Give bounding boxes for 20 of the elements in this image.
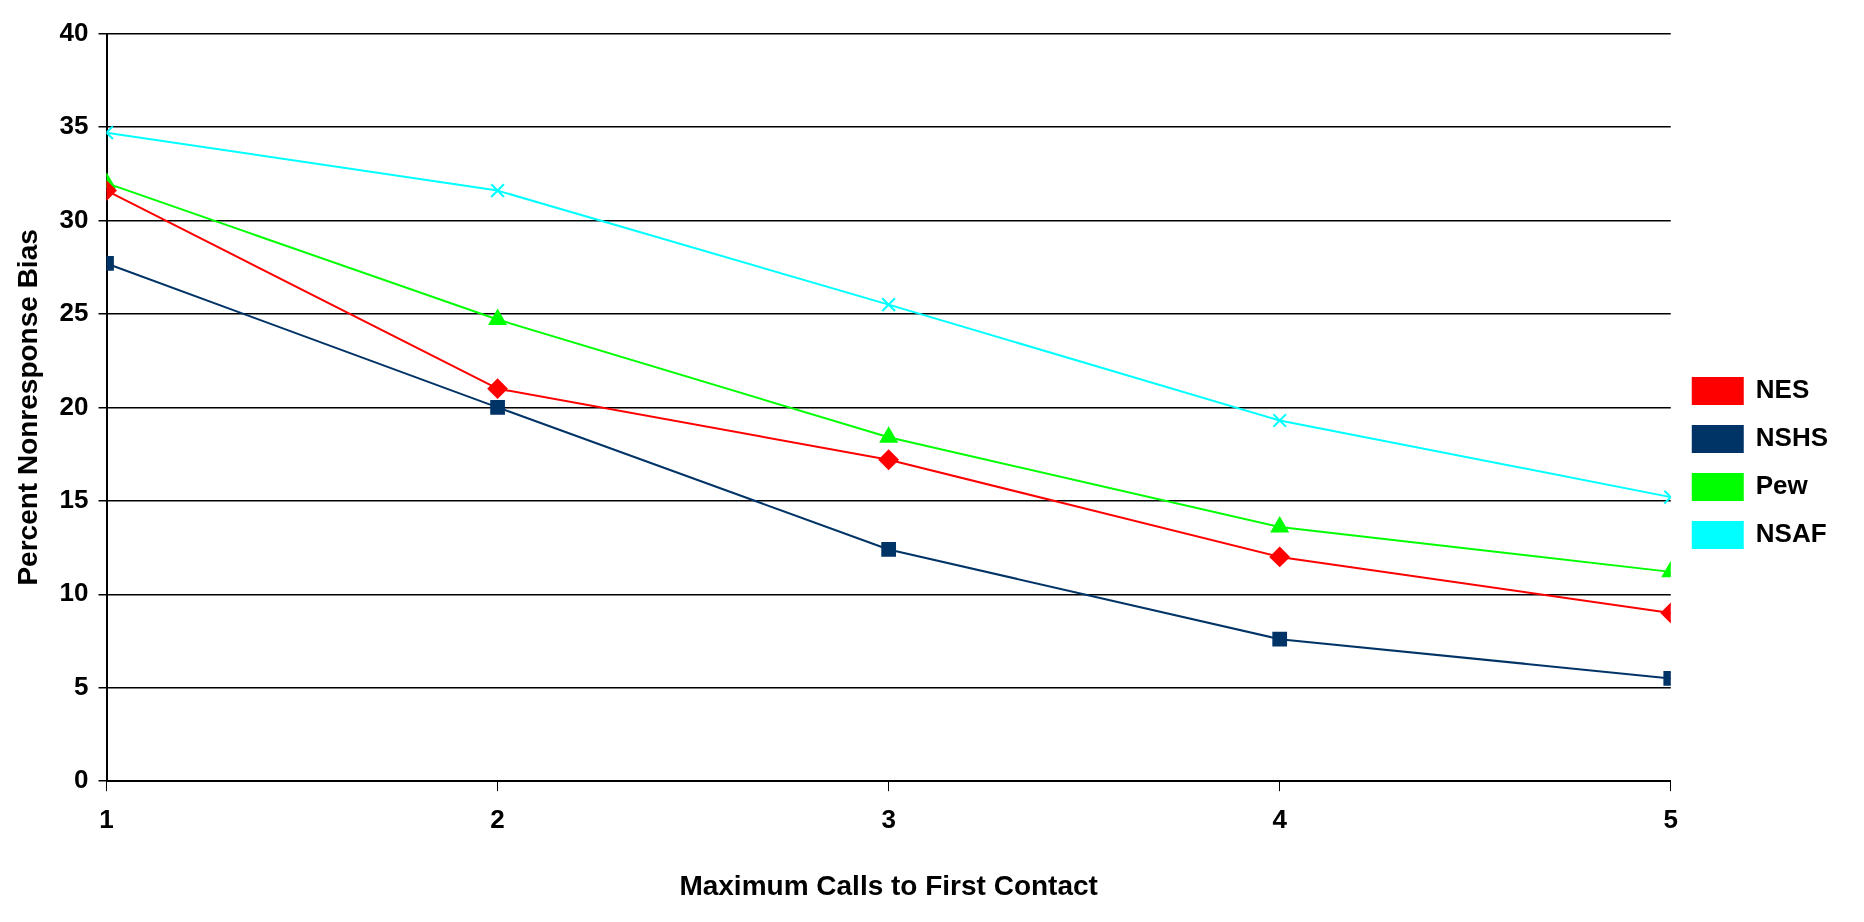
y-tick-label: 35 [59, 110, 89, 141]
x-tick-label: 3 [881, 803, 896, 834]
x-tick-label: 2 [490, 803, 505, 834]
legend-label: NSHS [1755, 422, 1829, 453]
y-tick-label: 40 [59, 16, 89, 47]
y-tick-label: 20 [59, 390, 89, 421]
y-tick-label: 5 [74, 670, 89, 701]
x-tick-label: 1 [99, 803, 114, 834]
y-tick-label: 30 [59, 203, 89, 234]
x-axis-title: Maximum Calls to First Contact [679, 869, 1098, 901]
x-tick-label: 5 [1663, 803, 1678, 834]
y-tick-label: 25 [59, 297, 89, 328]
y-tick-label: 15 [59, 484, 89, 515]
y-axis-title: Percent Nonresponse Bias [11, 229, 43, 586]
legend-label: NES [1755, 374, 1810, 405]
y-tick-label: 0 [74, 764, 89, 795]
legend-label: NSAF [1755, 518, 1827, 549]
legend-label: Pew [1755, 470, 1809, 501]
x-tick-label: 4 [1272, 803, 1288, 834]
y-tick-label: 10 [59, 577, 89, 608]
